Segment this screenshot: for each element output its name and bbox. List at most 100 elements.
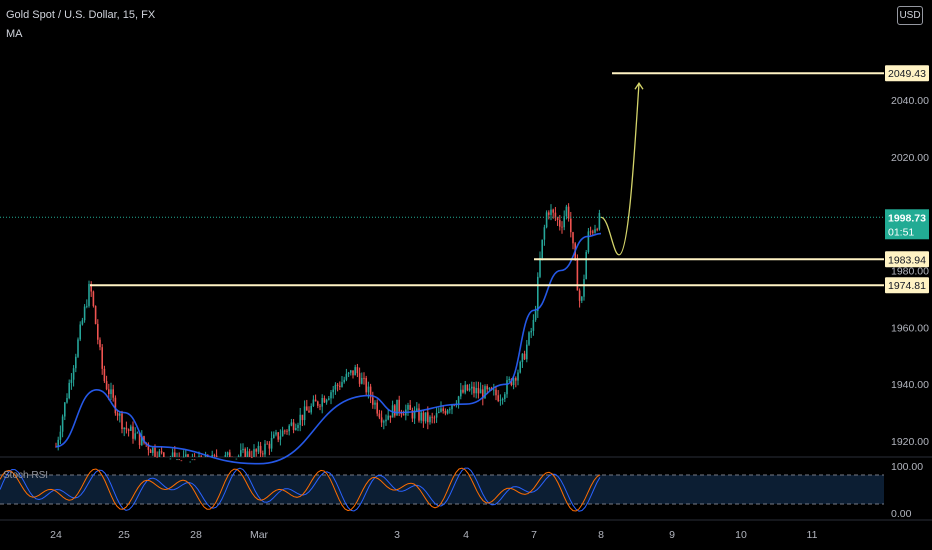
candle-body — [464, 384, 466, 393]
candle-body — [526, 344, 528, 360]
last-price-badge — [885, 209, 929, 240]
candle-body — [295, 428, 297, 430]
stoch-band — [0, 475, 884, 504]
candle-body — [255, 449, 257, 452]
candle-body — [462, 389, 464, 393]
candle-body — [141, 436, 143, 446]
candle-body — [248, 451, 251, 457]
candle-body — [477, 387, 480, 394]
candle-body — [330, 392, 332, 399]
candle-body — [473, 386, 475, 394]
candle-body — [559, 220, 561, 227]
candle-body — [59, 431, 62, 440]
indicator-label[interactable]: MA — [6, 28, 23, 40]
candle-body — [367, 386, 370, 393]
candle-body — [561, 226, 563, 228]
level-badge-label: 1983.94 — [888, 254, 926, 266]
candle-body — [114, 397, 117, 414]
stoch-rsi-label[interactable]: Stoch RSI — [3, 470, 49, 481]
candle-body — [471, 386, 473, 389]
candle-body — [479, 389, 482, 394]
candle-body — [378, 413, 381, 418]
candle-body — [125, 427, 128, 430]
candle-body — [552, 209, 554, 213]
candle-body — [187, 454, 189, 457]
candle-body — [460, 389, 462, 397]
candle-body — [567, 206, 570, 219]
candle-body — [242, 448, 244, 451]
candle-body — [191, 459, 194, 461]
candle-body — [416, 408, 418, 411]
candle-body — [88, 284, 90, 306]
ma-line[interactable] — [55, 232, 602, 465]
candle-body — [334, 384, 337, 390]
candle-body — [598, 213, 601, 230]
currency-button[interactable]: USD — [897, 6, 923, 25]
candle-body — [246, 451, 249, 457]
candle-body — [297, 424, 299, 429]
candle-body — [266, 443, 268, 445]
candle-body — [372, 397, 374, 405]
candle-body — [270, 438, 273, 449]
candle-body — [332, 389, 334, 393]
candle-body — [578, 290, 581, 301]
candle-body — [253, 449, 255, 457]
candle-body — [354, 367, 356, 376]
candle-body — [204, 455, 207, 457]
candle-body — [468, 388, 471, 391]
projection-path[interactable] — [600, 83, 640, 256]
candle-body — [112, 389, 114, 398]
candle-body — [530, 330, 532, 333]
candle-body — [554, 212, 557, 219]
candle-body — [264, 443, 266, 455]
candle-body — [198, 456, 200, 458]
candle-body — [545, 212, 548, 228]
candle-body — [158, 451, 161, 457]
candle-body — [583, 279, 585, 297]
candle-body — [121, 413, 123, 430]
candle-body — [127, 429, 130, 431]
candle-body — [396, 399, 398, 416]
candle-body — [376, 402, 378, 414]
candle-body — [288, 425, 290, 432]
price-axis[interactable]: 1920.00 1940.00 1960.00 1980.00 2020.00 2040.… — [891, 95, 929, 448]
candle-body — [587, 231, 590, 253]
candle-body — [365, 378, 367, 393]
candle-body — [424, 412, 427, 422]
candle-body — [110, 389, 112, 395]
candle-body — [528, 332, 530, 345]
candle-body — [343, 379, 345, 383]
price-tick-label: 1940.00 — [891, 379, 929, 391]
last-price-value: 1998.73 — [888, 212, 926, 224]
candle-body — [389, 415, 392, 418]
candle-body — [323, 397, 326, 403]
stoch-tick-label: 0.00 — [891, 508, 912, 520]
candle-body — [244, 448, 246, 457]
time-tick-label: 8 — [598, 529, 604, 541]
candle-body — [328, 398, 330, 400]
candle-body — [407, 405, 409, 410]
candle-body — [97, 324, 99, 340]
candle-body — [200, 456, 202, 458]
candle-body — [143, 436, 145, 443]
candle-body — [435, 412, 438, 418]
candle-body — [504, 394, 506, 399]
candle-body — [72, 368, 75, 380]
candle-body — [442, 408, 444, 411]
candle-body — [433, 417, 436, 419]
candle-body — [235, 458, 238, 460]
price-tick-label: 1920.00 — [891, 436, 929, 448]
candle-body — [136, 432, 139, 434]
candle-body — [132, 426, 134, 439]
time-tick-label: 28 — [190, 529, 202, 541]
candle-body — [152, 447, 154, 453]
candle-body — [539, 258, 541, 277]
candle-body — [347, 372, 350, 374]
candle-body — [224, 454, 227, 457]
symbol-title[interactable]: Gold Spot / U.S. Dollar, 15, FX — [6, 9, 156, 21]
candle-body — [262, 453, 264, 455]
time-axis[interactable]: 24 25 28 Mar 3 4 7 8 9 10 11 — [50, 529, 817, 541]
candle-body — [68, 382, 70, 399]
